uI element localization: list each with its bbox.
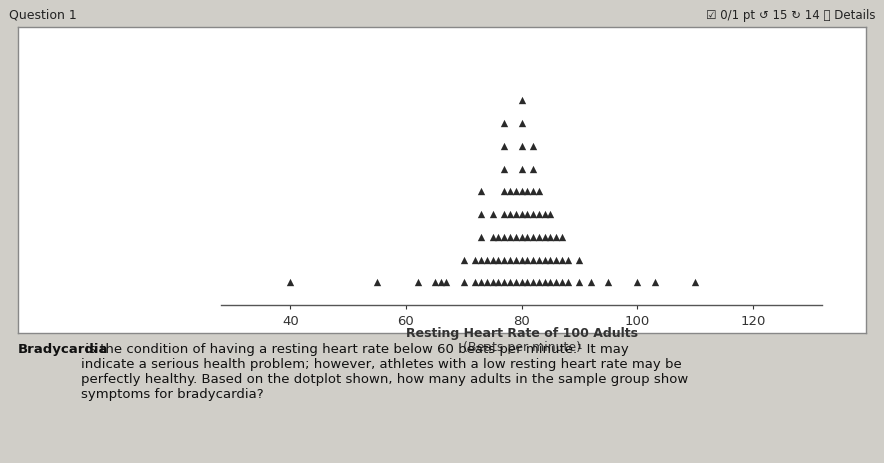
Point <box>503 211 517 219</box>
Point <box>485 234 499 241</box>
Point <box>521 188 535 196</box>
Point <box>630 279 644 287</box>
Point <box>410 279 424 287</box>
Point <box>474 234 488 241</box>
Point <box>439 279 453 287</box>
Point <box>521 279 535 287</box>
Point <box>544 279 558 287</box>
Point <box>526 165 540 173</box>
Point <box>514 188 529 196</box>
Point <box>492 257 506 264</box>
Point <box>544 211 558 219</box>
Point <box>526 279 540 287</box>
Point <box>572 279 586 287</box>
Point <box>514 97 529 105</box>
Point <box>560 279 575 287</box>
Point <box>583 279 598 287</box>
Point <box>572 257 586 264</box>
Point <box>508 234 522 241</box>
Point <box>508 188 522 196</box>
Point <box>601 279 615 287</box>
Point <box>526 188 540 196</box>
Point <box>485 257 499 264</box>
Point <box>647 279 661 287</box>
Point <box>537 211 552 219</box>
Point <box>480 257 494 264</box>
Point <box>544 234 558 241</box>
Point <box>433 279 447 287</box>
Point <box>469 279 483 287</box>
Point <box>503 188 517 196</box>
Point <box>537 234 552 241</box>
Point <box>514 120 529 127</box>
Text: Question 1: Question 1 <box>9 8 77 22</box>
Point <box>508 279 522 287</box>
Point <box>555 234 569 241</box>
Point <box>532 188 546 196</box>
Point <box>503 257 517 264</box>
Point <box>474 211 488 219</box>
Point <box>428 279 442 287</box>
Point <box>555 279 569 287</box>
Text: Resting Heart Rate of 100 Adults: Resting Heart Rate of 100 Adults <box>406 326 637 339</box>
Point <box>549 234 563 241</box>
Text: is the condition of having a resting heart rate below 60 beats per minute.¹ It m: is the condition of having a resting hea… <box>81 343 689 400</box>
Point <box>474 188 488 196</box>
Point <box>480 279 494 287</box>
Point <box>497 120 511 127</box>
Text: (Beats per minute): (Beats per minute) <box>462 340 581 353</box>
Point <box>521 234 535 241</box>
Point <box>457 279 471 287</box>
Point <box>560 257 575 264</box>
Point <box>497 143 511 150</box>
Point <box>514 234 529 241</box>
Point <box>526 211 540 219</box>
Point <box>503 234 517 241</box>
Point <box>485 279 499 287</box>
Point <box>526 257 540 264</box>
Text: ☑ 0/1 pt ↺ 15 ↻ 14 ⓘ Details: ☑ 0/1 pt ↺ 15 ↻ 14 ⓘ Details <box>705 8 875 22</box>
Point <box>497 211 511 219</box>
Point <box>485 211 499 219</box>
Text: Bradycardia: Bradycardia <box>18 343 108 356</box>
Point <box>526 234 540 241</box>
Point <box>497 257 511 264</box>
Point <box>283 279 297 287</box>
Point <box>508 257 522 264</box>
Point <box>544 257 558 264</box>
Point <box>497 165 511 173</box>
Point <box>514 279 529 287</box>
Point <box>537 279 552 287</box>
Point <box>549 279 563 287</box>
Point <box>514 165 529 173</box>
Point <box>514 211 529 219</box>
Point <box>474 257 488 264</box>
Point <box>532 279 546 287</box>
Point <box>469 257 483 264</box>
Point <box>688 279 702 287</box>
Point <box>514 257 529 264</box>
Point <box>532 234 546 241</box>
Point <box>497 188 511 196</box>
Point <box>457 257 471 264</box>
Point <box>526 143 540 150</box>
Point <box>508 211 522 219</box>
Point <box>514 143 529 150</box>
Point <box>497 279 511 287</box>
Point <box>521 257 535 264</box>
Point <box>497 234 511 241</box>
Point <box>492 279 506 287</box>
Point <box>492 234 506 241</box>
Point <box>537 257 552 264</box>
Point <box>549 257 563 264</box>
Point <box>521 211 535 219</box>
Point <box>532 257 546 264</box>
Point <box>532 211 546 219</box>
Point <box>555 257 569 264</box>
Point <box>474 279 488 287</box>
Point <box>503 279 517 287</box>
Point <box>370 279 385 287</box>
